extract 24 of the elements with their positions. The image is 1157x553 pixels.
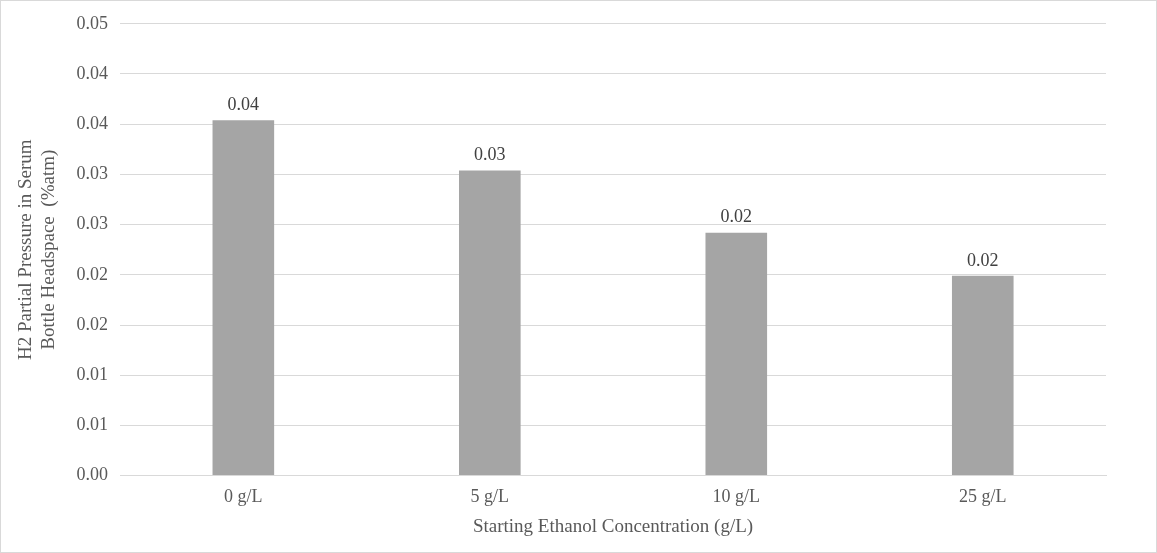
data-label: 0.02 — [720, 206, 753, 227]
x-axis-title: Starting Ethanol Concentration (g/L) — [472, 514, 754, 537]
x-tick-label: 25 g/L — [959, 486, 1007, 507]
bar — [705, 232, 768, 476]
y-tick-label: 0.01 — [76, 363, 109, 384]
y-axis-title: H2 Partial Pressure in Serum Bottle Headspace (%atm) — [14, 139, 60, 360]
x-tick-label: 0 g/L — [224, 486, 263, 507]
bar — [459, 170, 521, 476]
y-tick-label: 0.04 — [76, 112, 109, 133]
y-tick-label: 0.01 — [76, 414, 109, 435]
y-tick-label: 0.00 — [76, 464, 109, 485]
y-tick-label: 0.02 — [76, 263, 109, 284]
x-tick-label: 10 g/L — [712, 486, 761, 507]
y-tick-label: 0.03 — [76, 213, 109, 234]
x-tick-label: 5 g/L — [470, 486, 510, 507]
y-tick-label: 0.04 — [76, 62, 109, 83]
y-tick-label: 0.05 — [76, 12, 109, 33]
bar — [951, 275, 1014, 476]
y-tick-label: 0.03 — [76, 163, 109, 184]
data-label: 0.02 — [967, 249, 999, 270]
bar — [212, 120, 275, 476]
data-label: 0.03 — [474, 144, 506, 165]
data-label: 0.04 — [227, 93, 260, 114]
y-tick-label: 0.02 — [76, 313, 109, 334]
